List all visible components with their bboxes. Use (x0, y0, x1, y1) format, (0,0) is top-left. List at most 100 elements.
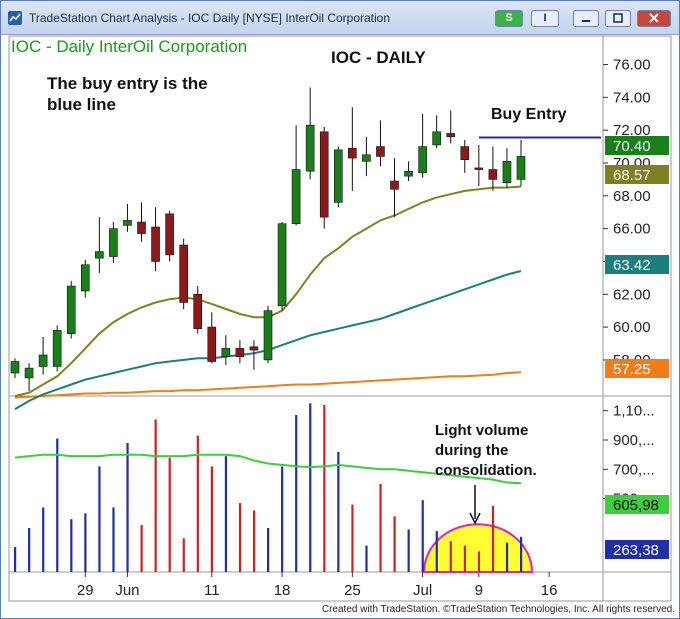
candle-body (52, 330, 62, 367)
volume-tick-label: 1,10... (613, 403, 655, 420)
volume-bar (491, 506, 495, 572)
tradestation-app-icon (8, 11, 22, 25)
volume-bar (449, 541, 452, 572)
ma-mid-badge-box (605, 255, 669, 274)
maximize-icon (613, 13, 623, 23)
candle-body (179, 244, 188, 303)
price-tick-label: 68.00 (613, 188, 651, 205)
volume-bar (84, 513, 87, 572)
candle-body (390, 180, 399, 190)
candle-body (362, 154, 371, 162)
candle-body (305, 124, 315, 172)
volume-bar (140, 525, 143, 572)
candle-body (109, 228, 118, 257)
candle-body (418, 146, 427, 174)
candle-body (10, 361, 20, 374)
date-tick-label: 29 (77, 582, 94, 599)
volume-average-line (14, 453, 522, 485)
ma-mid-badge: 63.42 (613, 257, 651, 274)
maximize-button[interactable] (605, 10, 631, 27)
date-tick-label: 18 (274, 582, 291, 599)
price-tick-label: 62.00 (613, 286, 651, 303)
candle-body (488, 169, 498, 180)
volume-average-badge: 605,98 (613, 497, 659, 514)
minimize-button[interactable] (573, 10, 599, 27)
candle-body (432, 131, 441, 146)
volume-bar (295, 415, 298, 572)
annotations: IOC - Daily InterOil Corporation IOC - DA… (11, 37, 601, 525)
price-tick-label: 76.00 (613, 57, 651, 74)
candle-body (249, 346, 259, 351)
candle-body (376, 146, 385, 157)
candle-body (348, 147, 357, 159)
chart-area[interactable]: 76.0074.0072.0070.0068.0066.0064.0062.00… (1, 35, 680, 605)
buy-entry-note: The buy entry is the blue line (47, 74, 208, 114)
volume-bar (112, 507, 115, 572)
candle-body (404, 170, 413, 177)
volume-bar (505, 542, 509, 572)
volume-bar (224, 456, 228, 572)
candle-body (123, 220, 132, 226)
candle-body (193, 293, 203, 330)
date-axis: 29 Jun 11 18 25 Jul 9 16 (77, 572, 558, 599)
candle-body (66, 285, 76, 334)
candle-body (333, 149, 343, 203)
last-price-badge-box (605, 136, 669, 155)
buy-entry-note-line: blue line (47, 95, 116, 114)
candle-body (460, 146, 470, 161)
volume-note-line: consolidation. (435, 462, 537, 479)
buy-entry-note-line: The buy entry is the (47, 74, 208, 93)
title-bar[interactable]: TradeStation Chart Analysis - IOC Daily … (1, 1, 679, 35)
volume-bar (182, 538, 185, 572)
volume-average-badge-box (605, 495, 669, 514)
plot-border (8, 35, 672, 602)
candle-body (24, 367, 34, 379)
volume-bar (477, 551, 481, 572)
date-tick-label: 16 (541, 582, 558, 599)
candle-body (137, 221, 146, 234)
last-price-badge: 70.40 (613, 138, 651, 155)
candle-body (95, 251, 104, 259)
ma-long-badge-box (605, 359, 669, 378)
date-tick-label: Jun (115, 582, 139, 599)
volume-bar (393, 516, 396, 572)
date-tick-label: 11 (204, 582, 220, 599)
ma-long-badge: 57.25 (613, 361, 651, 378)
candle-body (165, 213, 174, 256)
copyright-footer: Created with TradeStation. ©TradeStation… (321, 604, 675, 615)
volume-bar (351, 504, 354, 572)
symbol-label: IOC - Daily InterOil Corporation (11, 37, 247, 56)
candle-body (38, 354, 48, 367)
ma-short-badge-box (605, 165, 669, 184)
volume-bar (70, 519, 73, 572)
volume-bar (520, 536, 523, 572)
candle-body (221, 348, 231, 357)
volume-tick-label: 700,... (613, 461, 655, 478)
volume-bars (14, 403, 534, 573)
close-button[interactable] (637, 10, 671, 27)
price-tick-label: 60.00 (613, 319, 651, 336)
candle-body (80, 264, 90, 292)
candle-body (319, 131, 329, 218)
i-menu-button[interactable]: I (531, 10, 559, 27)
candle-body (207, 326, 217, 362)
chart-title: IOC - DAILY (331, 48, 426, 67)
candle-body (263, 310, 273, 361)
candle-body (474, 167, 484, 170)
volume-bar (238, 503, 242, 572)
volume-arrow-head (469, 512, 481, 525)
volume-axis: 1,10...900,...700,...500,... (603, 403, 655, 508)
chart-frame (8, 35, 672, 602)
s-menu-button[interactable]: S (495, 10, 523, 27)
close-icon (649, 13, 659, 23)
volume-last-badge: 263,38 (613, 542, 659, 559)
volume-bar (267, 528, 270, 572)
volume-bar (56, 438, 59, 572)
price-tick-label: 74.00 (613, 89, 651, 106)
buy-entry-label: Buy Entry (491, 106, 567, 123)
volume-bar (98, 466, 101, 572)
volume-note-line: Light volume (435, 422, 528, 439)
volume-bar (323, 404, 326, 572)
volume-last-badge-box (605, 540, 669, 559)
window-title: TradeStation Chart Analysis - IOC Daily … (29, 11, 391, 25)
